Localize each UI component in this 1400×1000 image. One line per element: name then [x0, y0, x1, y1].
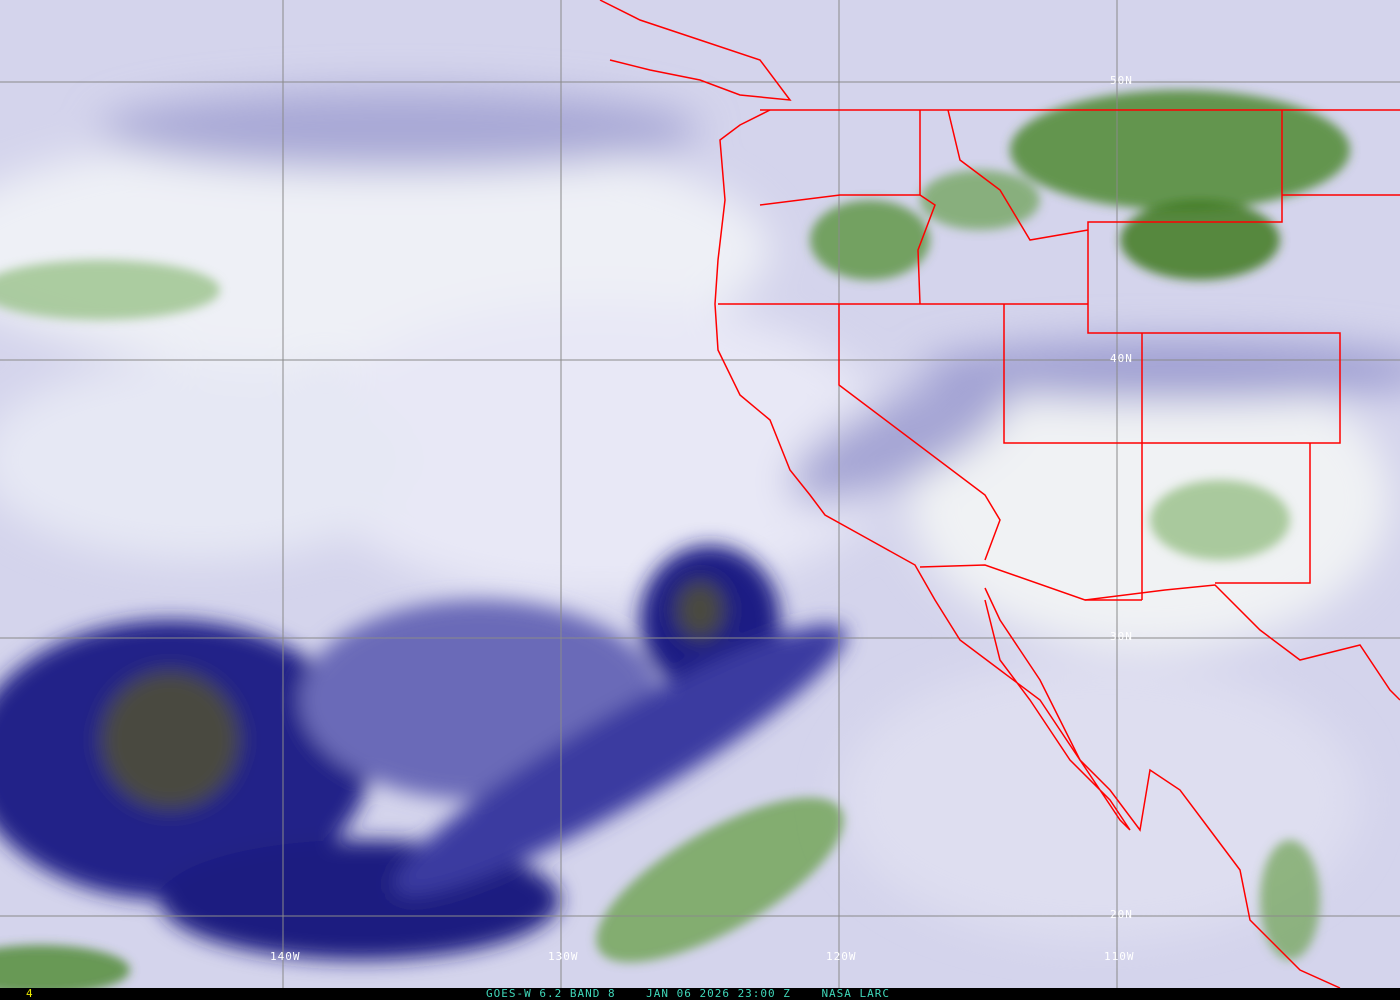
latitude-label-30n: 30N: [1110, 630, 1133, 643]
bc-coast: [599, 0, 792, 101]
california-nevada-border: [838, 304, 1001, 561]
idaho-line: [917, 194, 936, 305]
latitude-label-50n: 50N: [1110, 74, 1133, 87]
latitude-label-20n: 20N: [1110, 908, 1133, 921]
latitude-label-40n: 40N: [1110, 352, 1133, 365]
satellite-band: GOES-W 6.2 BAND 8: [486, 987, 616, 1000]
image-caption: GOES-W 6.2 BAND 8 JAN 06 2026 23:00 Z NA…: [486, 988, 890, 1000]
image-datetime: JAN 06 2026 23:00 Z: [646, 987, 791, 1000]
caption-bar: 4 GOES-W 6.2 BAND 8 JAN 06 2026 23:00 Z …: [0, 988, 1400, 1000]
moisture-field: [0, 90, 1400, 940]
longitude-label-110w: 110W: [1104, 950, 1135, 963]
longitude-label-120w: 120W: [826, 950, 857, 963]
dry-slots: [0, 545, 847, 960]
cold-cloud-tops: [0, 90, 1350, 988]
west-coast-coastline: [714, 109, 1341, 988]
longitude-label-130w: 130W: [548, 950, 579, 963]
image-source: NASA LARC: [821, 987, 891, 1000]
longitude-label-140w: 140W: [270, 950, 301, 963]
washington-oregon-border: [759, 110, 921, 206]
interior-state-lines: [1003, 110, 1341, 444]
montana-idaho-line: [947, 109, 1089, 241]
baja-peninsula: [984, 587, 1131, 831]
utah-arizona-lines: [1215, 443, 1311, 584]
frame-number: 4: [26, 987, 33, 1000]
gulf-mainland-coast: [1084, 584, 1400, 701]
mexico-border: [919, 564, 1142, 601]
political-boundaries: [599, 0, 1400, 988]
